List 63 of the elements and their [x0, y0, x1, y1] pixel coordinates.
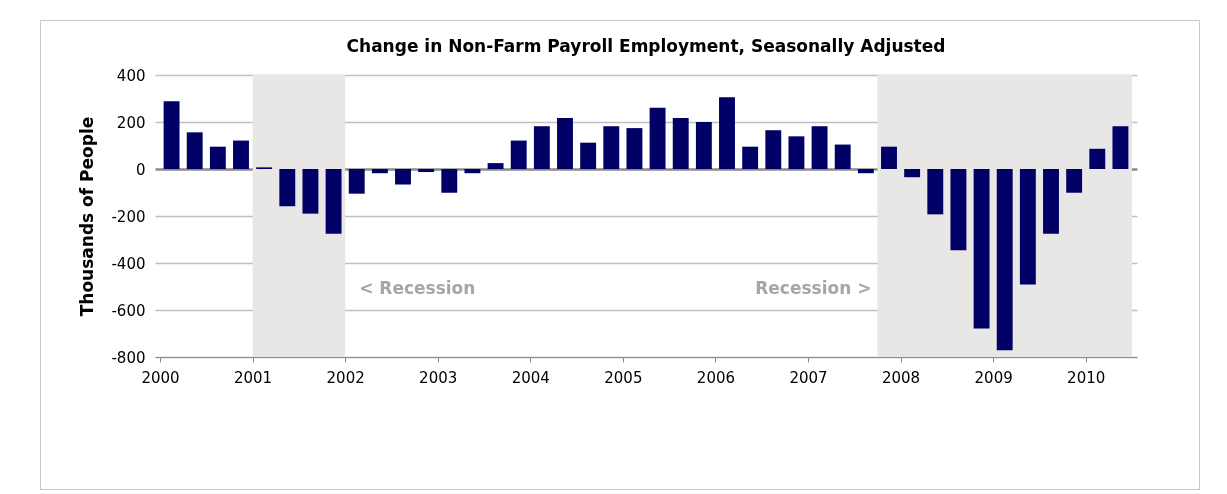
bar: [325, 169, 342, 234]
bar: [163, 101, 180, 169]
bar: [1019, 169, 1036, 285]
bar: [719, 97, 735, 169]
x-tick-label: 2004: [511, 368, 550, 387]
bar: [811, 126, 828, 169]
bar: [557, 118, 573, 169]
bar: [626, 128, 643, 169]
bar: [418, 169, 435, 173]
bar: [510, 140, 527, 169]
y-tick-label: -800: [111, 348, 146, 367]
bar: [881, 146, 897, 169]
x-tick-label: 2007: [789, 368, 828, 387]
bar: [487, 163, 504, 169]
bar: [209, 146, 226, 169]
y-tick-label: -600: [111, 301, 146, 320]
x-tick-label: 2008: [881, 368, 921, 387]
bar: [464, 169, 481, 174]
x-tick-label: 2002: [326, 368, 365, 387]
bar: [649, 107, 666, 169]
bar: [927, 169, 944, 215]
x-tick-label: 2006: [696, 368, 736, 387]
y-tick-label: -200: [111, 207, 146, 226]
y-tick-label: -400: [111, 254, 146, 273]
bar: [395, 169, 411, 185]
x-tick-label: 2003: [419, 368, 458, 387]
bar: [279, 169, 296, 207]
bar: [1089, 148, 1106, 169]
bar: [742, 146, 759, 169]
band-label: < Recession: [359, 278, 476, 299]
bar: [1043, 169, 1059, 234]
chart-title: Change in Non-Farm Payroll Employment, Seasonally Adjusted: [346, 36, 946, 56]
bar: [603, 126, 620, 169]
x-tick-label: 2009: [974, 368, 1013, 387]
x-tick-label: 2005: [604, 368, 643, 387]
bar: [834, 144, 851, 169]
bar: [672, 118, 689, 169]
bar: [996, 169, 1013, 351]
x-tick-label: 2001: [233, 368, 273, 387]
y-tick-label: 400: [116, 66, 146, 85]
bar: [580, 142, 597, 169]
bar: [857, 169, 874, 174]
x-tick-label: 2000: [141, 368, 180, 387]
bar: [348, 169, 365, 194]
y-tick-label: 0: [135, 160, 146, 179]
band-label: Recession >: [755, 278, 872, 299]
bar: [788, 136, 805, 169]
bar: [233, 140, 249, 169]
bar: [302, 169, 319, 214]
y-axis-title: Thousands of People: [77, 116, 98, 317]
bar: [371, 169, 388, 174]
bar: [1066, 169, 1083, 193]
y-tick-label: 200: [116, 113, 146, 132]
bar: [533, 126, 550, 169]
bar: [695, 122, 712, 169]
bar: [950, 169, 967, 251]
bar: [765, 130, 782, 169]
bar: [441, 169, 458, 193]
bar: [186, 132, 203, 169]
x-tick-label: 2010: [1067, 368, 1106, 387]
bar: [904, 169, 921, 178]
bar: [1112, 126, 1129, 169]
bar: [973, 169, 990, 329]
